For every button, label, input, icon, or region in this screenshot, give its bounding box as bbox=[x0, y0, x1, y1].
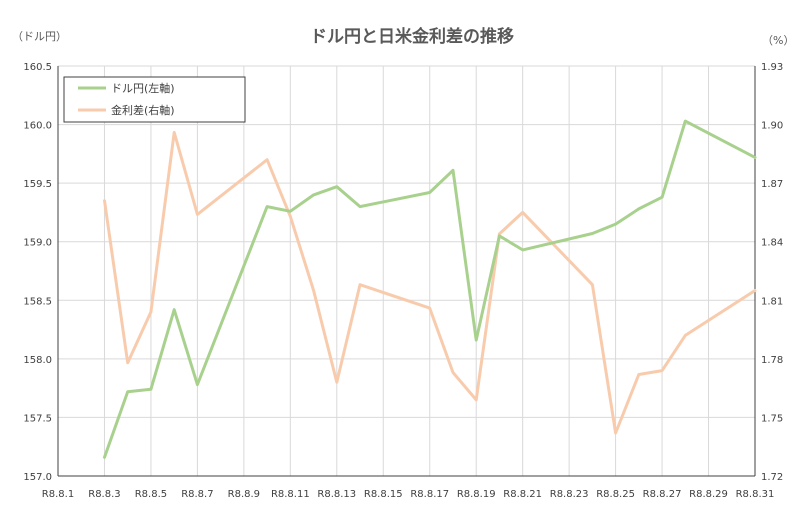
right-axis-tick-label: 1.78 bbox=[761, 355, 783, 366]
x-axis-tick-label: R8.8.9 bbox=[228, 489, 260, 500]
x-axis-tick-label: R8.8.19 bbox=[457, 489, 496, 500]
x-axis-tick-label: R8.8.25 bbox=[596, 489, 635, 500]
x-axis-tick-label: R8.8.29 bbox=[689, 489, 728, 500]
series-line-usdjpy bbox=[103, 119, 757, 459]
right-axis-tick-label: 1.87 bbox=[761, 179, 783, 190]
x-axis-tick-label: R8.8.23 bbox=[550, 489, 589, 500]
x-axis-tick-label: R8.8.17 bbox=[410, 489, 449, 500]
left-axis-tick-label: 160.0 bbox=[23, 121, 52, 132]
x-axis-tick-label: R8.8.13 bbox=[317, 489, 356, 500]
axes bbox=[57, 66, 756, 477]
right-axis-tick-label: 1.72 bbox=[761, 472, 783, 483]
left-axis-tick-label: 157.5 bbox=[23, 413, 52, 424]
x-axis-tick-label: R8.8.3 bbox=[88, 489, 120, 500]
right-axis-unit: （%） bbox=[762, 34, 794, 47]
x-axis-tick-label: R8.8.1 bbox=[42, 489, 74, 500]
legend-label-rate-diff: 金利差(右軸) bbox=[111, 103, 175, 117]
x-axis-tick-label: R8.8.15 bbox=[364, 489, 403, 500]
x-axis-tick-label: R8.8.31 bbox=[736, 489, 775, 500]
legend: ドル円(左軸) 金利差(右軸) bbox=[63, 76, 246, 123]
legend-label-usdjpy: ドル円(左軸) bbox=[111, 81, 175, 95]
right-axis-tick-label: 1.84 bbox=[761, 238, 783, 249]
x-axis-tick-label: R8.8.21 bbox=[503, 489, 542, 500]
legend-box bbox=[63, 76, 246, 123]
right-axis-ticks: 1.72 1.75 1.78 1.81 1.84 1.87 1.90 1.93 bbox=[761, 62, 783, 483]
series-layer bbox=[103, 119, 757, 459]
right-axis-tick-label: 1.81 bbox=[761, 296, 783, 307]
x-axis-tick-label: R8.8.5 bbox=[135, 489, 167, 500]
left-axis-ticks: 157.0 157.5 158.0 158.5 159.0 159.5 160.0 160.5 bbox=[23, 62, 52, 483]
left-axis-tick-label: 157.0 bbox=[23, 472, 52, 483]
left-axis-unit: （ドル円） bbox=[12, 30, 67, 43]
left-axis-tick-label: 159.5 bbox=[23, 179, 52, 190]
x-axis-tick-label: R8.8.7 bbox=[181, 489, 213, 500]
left-axis-tick-label: 160.5 bbox=[23, 62, 52, 73]
right-axis-tick-label: 1.75 bbox=[761, 413, 783, 424]
left-axis-tick-label: 159.0 bbox=[23, 238, 52, 249]
chart-title: ドル円と日米金利差の推移 bbox=[310, 26, 514, 47]
left-axis-tick-label: 158.5 bbox=[23, 296, 52, 307]
series-line-rate-diff bbox=[103, 130, 757, 435]
x-axis-tick-label: R8.8.27 bbox=[643, 489, 682, 500]
x-axis-tick-label: R8.8.11 bbox=[271, 489, 310, 500]
x-axis-ticks: R8.8.1 R8.8.3 R8.8.5 R8.8.7 R8.8.9 R8.8.11 R8.… bbox=[42, 489, 775, 500]
right-axis-tick-label: 1.90 bbox=[761, 121, 783, 132]
gridlines bbox=[57, 65, 756, 477]
left-axis-tick-label: 158.0 bbox=[23, 355, 52, 366]
right-axis-tick-label: 1.93 bbox=[761, 62, 783, 73]
